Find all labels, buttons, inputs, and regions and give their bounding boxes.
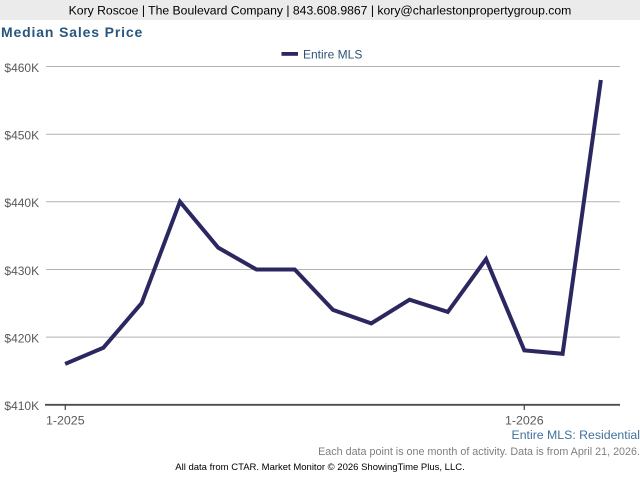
svg-text:$420K: $420K (4, 331, 39, 345)
svg-text:1-2025: 1-2025 (46, 414, 85, 428)
svg-text:Entire MLS: Residential: Entire MLS: Residential (512, 428, 640, 442)
svg-text:Median Sales Price: Median Sales Price (1, 24, 143, 40)
svg-text:$430K: $430K (4, 264, 39, 278)
svg-text:1-2026: 1-2026 (505, 414, 544, 428)
svg-text:Each data point is one month o: Each data point is one month of activity… (318, 446, 640, 458)
svg-text:$410K: $410K (4, 399, 39, 413)
svg-text:Kory Roscoe | The Boulevard Co: Kory Roscoe | The Boulevard Company | 84… (69, 4, 572, 18)
svg-text:Entire MLS: Entire MLS (303, 47, 362, 61)
svg-text:All data from CTAR. Market Mon: All data from CTAR. Market Monitor © 202… (175, 462, 464, 473)
svg-text:$440K: $440K (4, 196, 39, 210)
svg-text:$450K: $450K (4, 129, 39, 143)
svg-text:$460K: $460K (4, 61, 39, 75)
